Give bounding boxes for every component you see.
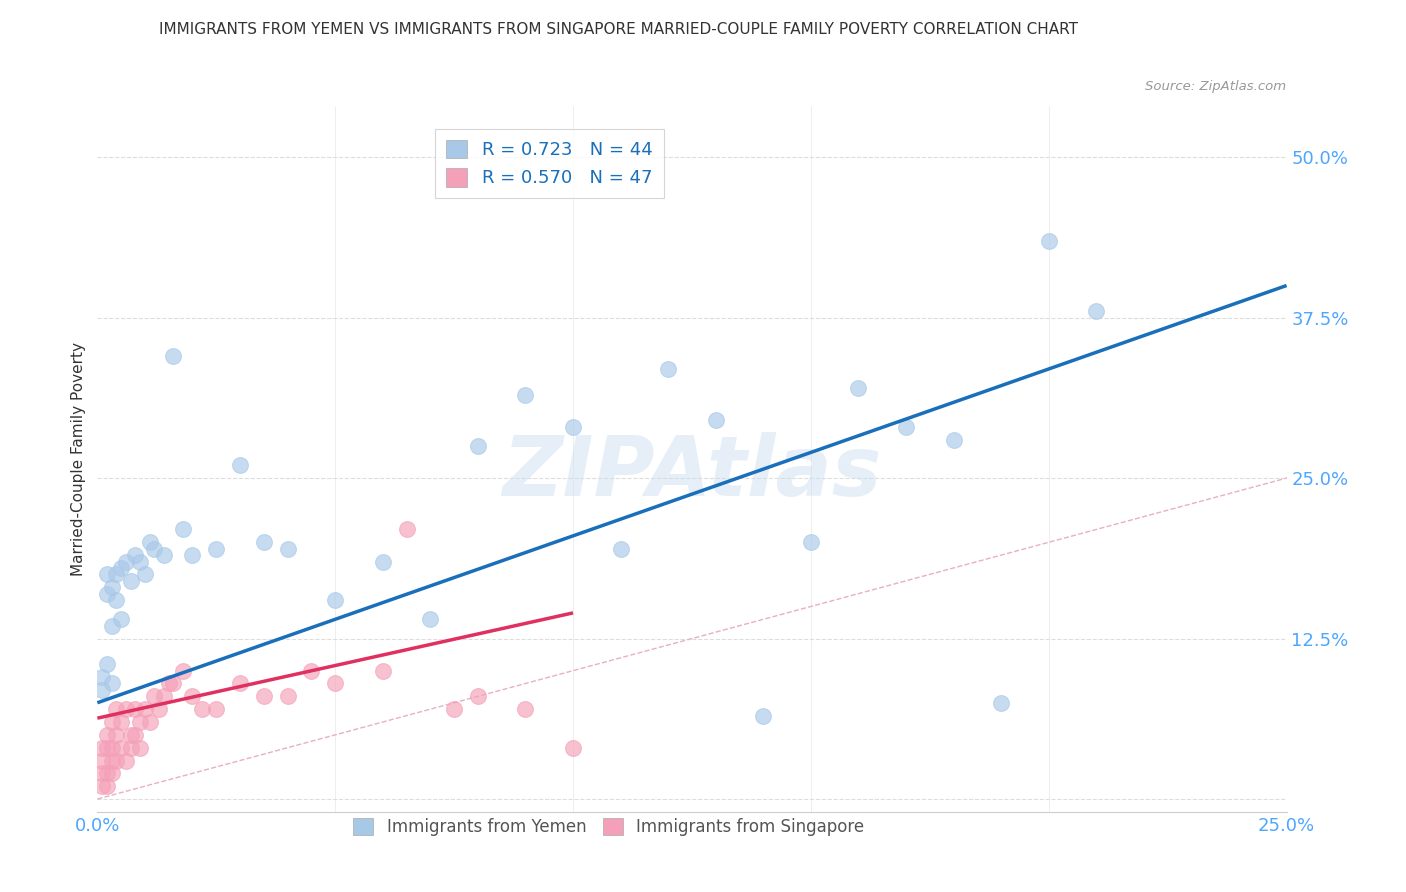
Point (120, 740, 142, 755)
Point (105, 702, 128, 716)
Point (129, 740, 152, 755)
Point (96, 657, 118, 672)
Point (96, 728, 118, 742)
Point (162, 676, 184, 690)
Point (110, 740, 132, 755)
Point (323, 676, 346, 690)
Point (138, 714, 160, 729)
Point (96, 779, 118, 793)
Point (371, 555, 394, 569)
Point (229, 458, 252, 473)
Point (100, 754, 122, 768)
Point (91, 740, 114, 755)
Point (181, 690, 204, 704)
Point (172, 664, 194, 678)
Point (419, 612, 441, 626)
Point (105, 728, 128, 742)
Point (395, 523, 418, 537)
Point (129, 555, 152, 569)
Point (134, 702, 156, 716)
Point (562, 419, 585, 434)
Point (229, 676, 252, 690)
Point (120, 574, 142, 588)
Point (443, 702, 465, 716)
Point (91, 754, 114, 768)
Point (124, 728, 146, 742)
Point (277, 541, 299, 556)
Point (657, 362, 679, 376)
Point (191, 702, 214, 716)
Point (848, 381, 870, 395)
Point (752, 708, 775, 723)
Point (100, 714, 122, 729)
Point (124, 702, 146, 716)
Point (153, 548, 176, 562)
Point (91, 779, 114, 793)
Point (942, 433, 965, 447)
Point (894, 419, 917, 434)
Point (120, 728, 142, 742)
Point (253, 690, 276, 704)
Point (153, 690, 176, 704)
Point (129, 714, 152, 729)
Point (609, 541, 631, 556)
Point (323, 593, 346, 607)
Text: Source: ZipAtlas.com: Source: ZipAtlas.com (1146, 80, 1286, 94)
Point (299, 664, 322, 678)
Point (371, 664, 394, 678)
Point (162, 349, 184, 363)
Point (96, 587, 118, 601)
Point (515, 702, 537, 716)
Point (1085, 304, 1108, 318)
Point (110, 612, 132, 626)
Point (91, 670, 114, 684)
Point (134, 567, 156, 582)
Point (110, 561, 132, 575)
Point (96, 740, 118, 755)
Point (115, 702, 138, 716)
Point (181, 548, 204, 562)
Point (515, 387, 537, 401)
Point (100, 740, 122, 755)
Point (96, 766, 118, 780)
Point (253, 535, 276, 549)
Point (105, 593, 128, 607)
Point (96, 567, 118, 582)
Point (467, 439, 489, 453)
Point (148, 702, 170, 716)
Point (91, 766, 114, 780)
Legend: Immigrants from Yemen, Immigrants from Singapore: Immigrants from Yemen, Immigrants from S… (346, 811, 870, 842)
Point (115, 754, 138, 768)
Point (143, 690, 166, 704)
Text: IMMIGRANTS FROM YEMEN VS IMMIGRANTS FROM SINGAPORE MARRIED-COUPLE FAMILY POVERTY: IMMIGRANTS FROM YEMEN VS IMMIGRANTS FROM… (159, 22, 1078, 37)
Point (100, 618, 122, 632)
Point (1038, 234, 1060, 248)
Point (124, 548, 146, 562)
Point (100, 766, 122, 780)
Point (205, 702, 228, 716)
Point (277, 690, 299, 704)
Point (990, 696, 1012, 710)
Point (205, 541, 228, 556)
Point (143, 541, 166, 556)
Point (91, 682, 114, 697)
Point (100, 580, 122, 594)
Text: ZIPAtlas: ZIPAtlas (502, 433, 882, 514)
Point (800, 535, 823, 549)
Y-axis label: Married-Couple Family Poverty: Married-Couple Family Poverty (72, 342, 86, 576)
Point (110, 714, 132, 729)
Point (157, 676, 180, 690)
Point (704, 413, 727, 427)
Point (105, 754, 128, 768)
Point (105, 567, 128, 582)
Point (115, 555, 138, 569)
Point (467, 690, 489, 704)
Point (562, 740, 585, 755)
Point (172, 523, 194, 537)
Point (138, 535, 160, 549)
Point (100, 676, 122, 690)
